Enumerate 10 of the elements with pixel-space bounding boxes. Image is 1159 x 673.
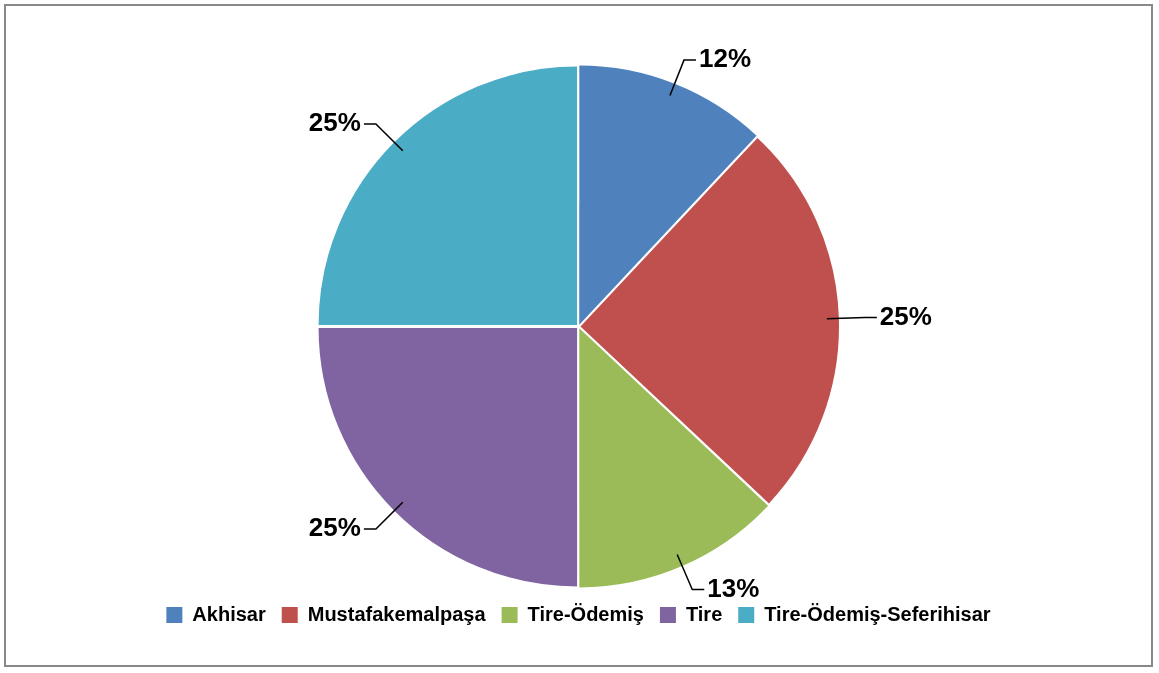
data-label: 13% — [707, 572, 760, 603]
legend-label: Tire — [685, 602, 723, 625]
data-label: 25% — [308, 107, 361, 138]
legend-label: Mustafakemalpaşa — [307, 602, 487, 625]
data-label: 25% — [308, 512, 361, 543]
legend-label: Akhisar — [192, 602, 266, 625]
data-label: 25% — [879, 300, 932, 331]
data-label: 12% — [698, 43, 752, 74]
legend-label: Tire-Ödemiş — [527, 602, 644, 625]
legend-label: Tire-Ödemiş-Seferihisar — [764, 602, 991, 625]
